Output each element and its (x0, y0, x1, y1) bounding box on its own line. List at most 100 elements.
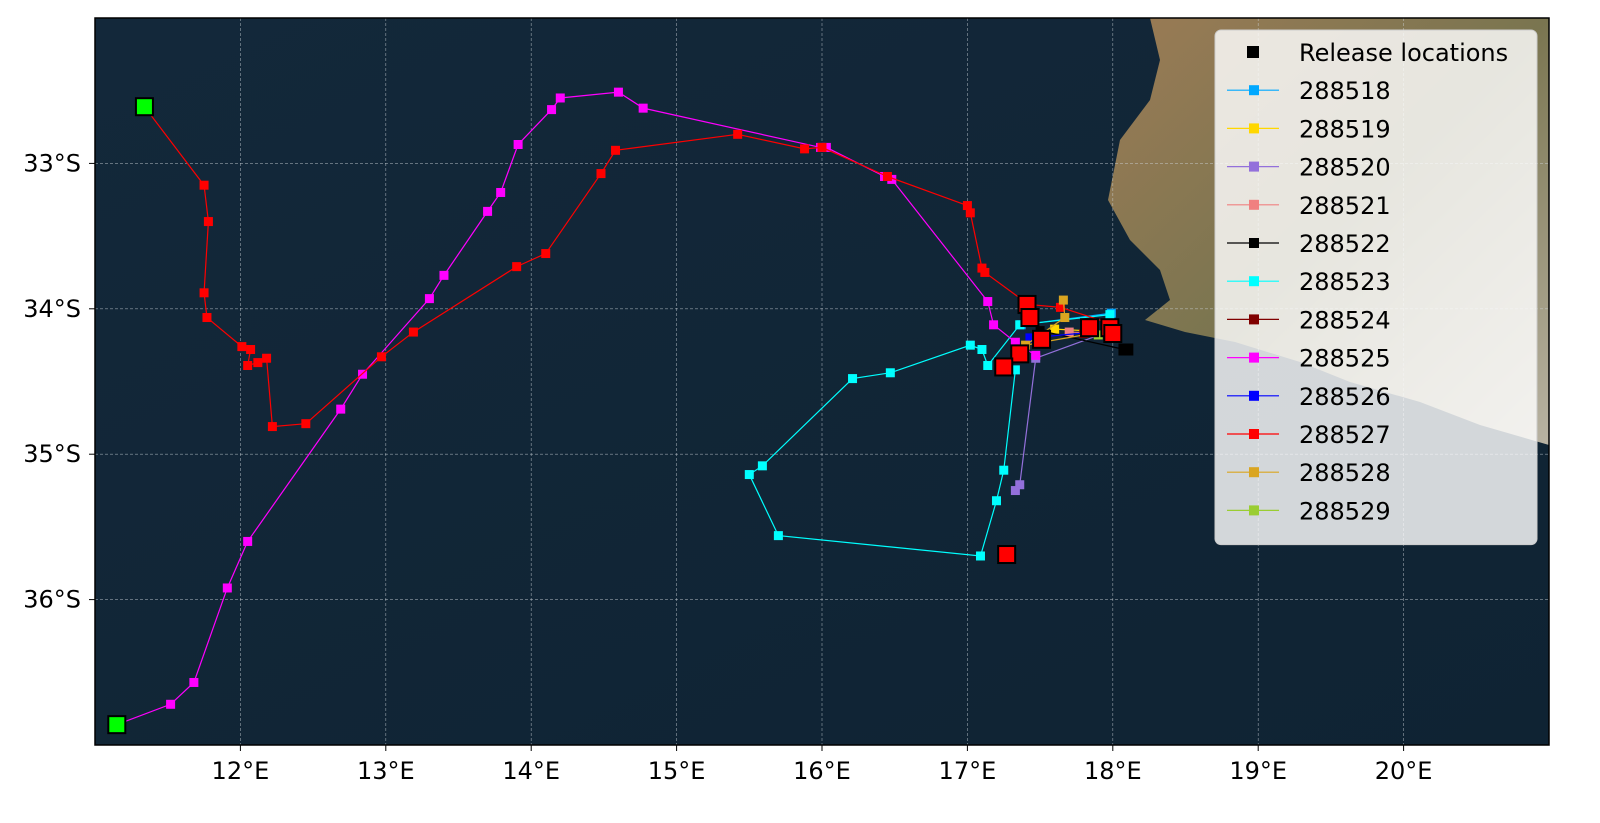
legend-box (1214, 29, 1538, 546)
track-point (975, 551, 985, 561)
track-point (989, 320, 999, 330)
track-point (999, 465, 1009, 475)
track-point (1064, 327, 1074, 337)
track-point (541, 249, 551, 259)
track-point (267, 422, 277, 432)
legend-label: 288525 (1299, 345, 1391, 373)
track-point (166, 699, 176, 709)
legend-label: 288527 (1299, 421, 1391, 449)
legend-marker (1249, 199, 1259, 210)
legend-label: 288519 (1299, 115, 1391, 143)
y-tick-label: 34°S (23, 295, 81, 323)
highlight-marker (107, 715, 127, 735)
track-point (243, 361, 253, 371)
track-point (744, 470, 754, 480)
track-point (512, 262, 522, 272)
x-tick-label: 17°E (939, 757, 997, 785)
track-point (246, 345, 256, 355)
highlight-marker (994, 357, 1014, 377)
track-point (965, 208, 975, 218)
legend-marker (1249, 429, 1259, 439)
y-tick-label: 35°S (23, 440, 81, 468)
track-point (848, 374, 858, 384)
x-tick-label: 16°E (793, 757, 851, 785)
y-tick-label: 33°S (23, 149, 81, 177)
legend-marker (1249, 85, 1259, 96)
y-tick-label: 36°S (23, 586, 81, 614)
track-point (1025, 333, 1035, 343)
track-point (237, 342, 247, 352)
legend-label: 288529 (1299, 497, 1391, 525)
legend-label: 288520 (1299, 154, 1391, 182)
track-point (1010, 337, 1020, 347)
x-tick-label: 15°E (648, 757, 706, 785)
legend: Release locations 288518 288519 288520 28852… (1214, 29, 1538, 546)
track-point (773, 531, 783, 541)
track-point (817, 142, 827, 152)
track-point (983, 361, 993, 371)
track-point (203, 217, 213, 227)
track-point (336, 404, 346, 414)
track-point (1105, 310, 1115, 320)
track-point (496, 187, 506, 197)
track-point (222, 583, 232, 593)
track-point (408, 327, 418, 337)
track-point (977, 345, 987, 355)
track-point (513, 139, 523, 149)
legend-label: 288524 (1299, 306, 1391, 334)
legend-label: 288523 (1299, 268, 1391, 296)
legend-label: 288522 (1299, 230, 1391, 258)
track-point (424, 294, 434, 304)
x-tick-label: 14°E (502, 757, 560, 785)
track-point (991, 496, 1001, 506)
highlight-marker (1032, 329, 1052, 349)
track-point (1058, 295, 1068, 305)
axes: 12°E 13°E 14°E 15°E 16°E 17°E 18°E 19°E 20°E 33°S… (23, 149, 1432, 785)
track-point (262, 353, 272, 363)
x-tick-label: 19°E (1229, 757, 1287, 785)
track-point (253, 358, 263, 368)
track-point (596, 169, 606, 179)
highlight-marker (1020, 308, 1040, 328)
track-point (757, 461, 767, 471)
x-tick-label: 18°E (1084, 757, 1142, 785)
track-line (116, 91, 1037, 726)
track-point (983, 297, 993, 307)
track-point (882, 171, 892, 181)
track-point (1050, 324, 1060, 334)
highlight-marker (134, 97, 154, 117)
track-point (1010, 365, 1020, 375)
legend-label: 288526 (1299, 383, 1391, 411)
legend-marker (1249, 390, 1259, 401)
legend-marker (1249, 314, 1259, 325)
track-point (980, 267, 990, 277)
track-point (199, 180, 209, 190)
track-point (1015, 320, 1025, 330)
track-point (965, 340, 975, 350)
legend-marker (1249, 161, 1259, 172)
track-point (1055, 302, 1065, 312)
highlight-marker (997, 545, 1017, 565)
legend-label: 288518 (1299, 77, 1391, 105)
track-point (199, 288, 209, 298)
legend-label: 288521 (1299, 192, 1391, 220)
track-point (555, 93, 565, 103)
track-point (439, 270, 449, 280)
legend-label: 288528 (1299, 459, 1391, 487)
highlight-marker (1103, 324, 1123, 344)
x-tick-label: 20°E (1375, 757, 1433, 785)
x-tick-label: 13°E (357, 757, 415, 785)
legend-marker (1249, 276, 1259, 287)
track-point (638, 103, 648, 113)
track-point (962, 201, 972, 211)
track-point (733, 129, 743, 139)
track-point (885, 368, 895, 378)
track-point (613, 87, 623, 97)
legend-marker (1249, 505, 1259, 516)
track-point (189, 677, 199, 687)
track-line (1039, 330, 1125, 351)
release-point (1121, 343, 1134, 356)
track-point (202, 313, 212, 323)
track-point (243, 536, 253, 546)
